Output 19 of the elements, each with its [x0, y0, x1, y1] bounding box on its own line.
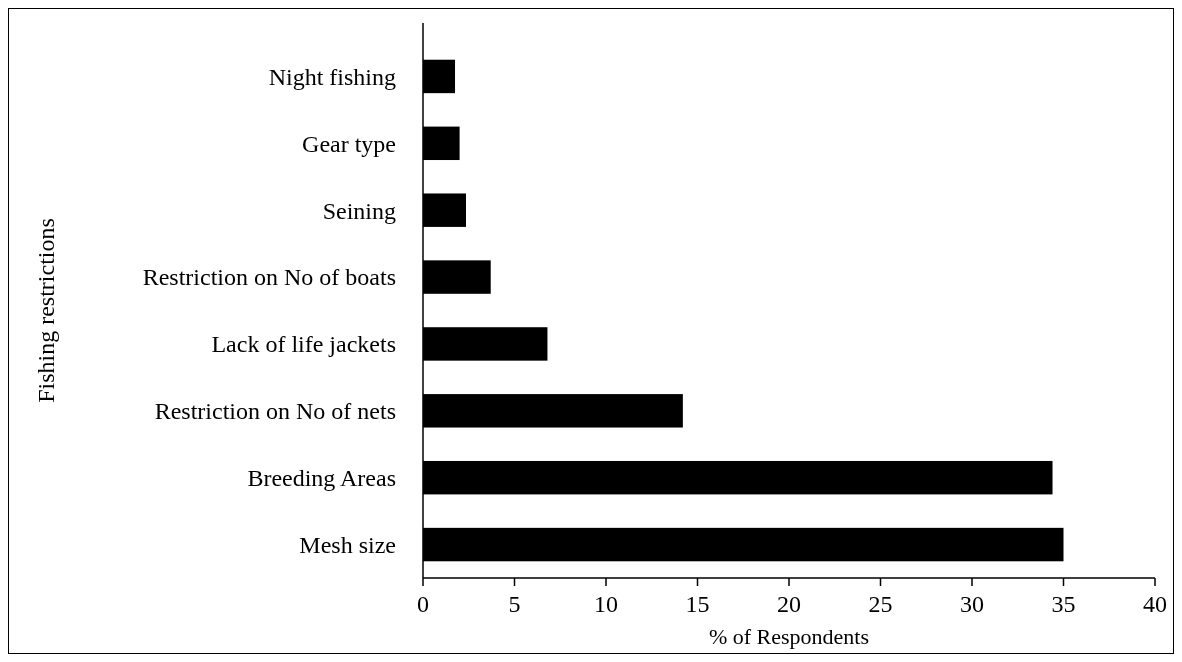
y-tick-label: Restriction on No of boats [142, 264, 396, 291]
y-tick-label: Lack of life jackets [211, 331, 396, 358]
x-tick-label: 0 [417, 591, 429, 617]
y-tick-label: Night fishing [268, 63, 396, 90]
x-tick-label: 35 [1051, 591, 1076, 617]
y-axis-title: Fishing restrictions [33, 218, 59, 403]
y-tick-label: Seining [322, 197, 396, 224]
y-tick-label: Restriction on No of nets [154, 398, 396, 425]
x-axis-title: % of Respondents [708, 624, 870, 649]
x-tick-label: 15 [685, 591, 710, 617]
y-tick-label: Mesh size [299, 531, 396, 558]
x-tick-label: 40 [1143, 591, 1167, 617]
x-tick-label: 30 [960, 591, 984, 617]
x-tick-label: 10 [594, 591, 618, 617]
y-tick-label: Gear type [302, 130, 396, 157]
x-tick-label: 25 [868, 591, 893, 617]
x-tick-label: 5 [508, 591, 521, 617]
x-tick-label: 20 [777, 591, 801, 617]
y-tick-label: Breeding Areas [247, 465, 396, 492]
